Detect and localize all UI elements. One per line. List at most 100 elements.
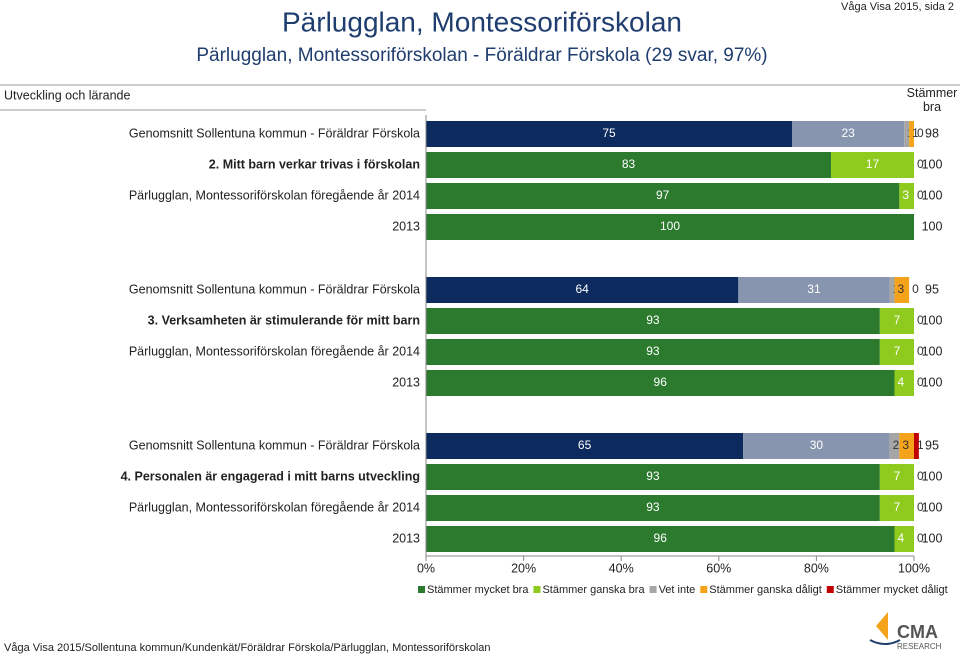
row-label: Genomsnitt Sollentuna kommun - Föräldrar… (129, 282, 420, 296)
value-label: 4 (897, 375, 904, 389)
value-label: 96 (654, 375, 668, 389)
legend-label: Stämmer mycket bra (427, 584, 529, 596)
right-value: 100 (922, 500, 943, 514)
right-value: 100 (922, 313, 943, 327)
right-value: 95 (925, 438, 939, 452)
right-value: 95 (925, 282, 939, 296)
footer: Våga Visa 2015/Sollentuna kommun/Kundenk… (4, 642, 491, 654)
value-label: 7 (894, 469, 901, 483)
bar-segment (899, 433, 914, 459)
bar-segment (879, 308, 914, 334)
x-tick-label: 80% (804, 561, 829, 575)
value-label: 97 (656, 188, 670, 202)
bar-segment (889, 277, 895, 303)
value-label: 83 (622, 157, 636, 171)
bar-segment (426, 339, 880, 365)
bar-segment (894, 526, 914, 552)
bar-segment (894, 370, 914, 396)
bar-segment (426, 370, 895, 396)
bar-segment (909, 121, 914, 147)
value-label: 0 (912, 282, 919, 296)
value-label: 93 (646, 313, 660, 327)
bar-segment (914, 433, 919, 459)
value-label: 0 (917, 157, 924, 171)
row-label: 2. Mitt barn verkar trivas i förskolan (209, 157, 420, 171)
value-label: 31 (807, 282, 821, 296)
bar-segment (792, 121, 905, 147)
bar-segment (426, 308, 880, 334)
bar-segment (426, 277, 739, 303)
value-label: 0 (917, 188, 924, 202)
value-label: 1 (917, 438, 924, 452)
bar-segment (904, 121, 910, 147)
row-label: Pärlugglan, Montessoriförskolan föregåen… (129, 188, 420, 202)
bar-segment (426, 183, 900, 209)
logo: CMA (897, 622, 938, 642)
legend-swatch (700, 586, 708, 593)
x-tick-label: 100% (898, 561, 930, 575)
value-label: 93 (646, 344, 660, 358)
bar-segment (426, 526, 895, 552)
legend-swatch (533, 586, 541, 593)
value-label: 7 (894, 313, 901, 327)
right-value: 100 (922, 157, 943, 171)
x-tick-label: 60% (706, 561, 731, 575)
bar-segment (426, 464, 880, 490)
bar-segment (738, 277, 890, 303)
value-label: 3 (897, 282, 904, 296)
right-value: 100 (922, 375, 943, 389)
right-value: 98 (925, 126, 939, 140)
value-label: 0 (917, 126, 924, 140)
value-label: 23 (841, 126, 855, 140)
value-label: 0 (917, 344, 924, 358)
value-label: 64 (575, 282, 589, 296)
bar-segment (899, 183, 914, 209)
bar-segment (426, 152, 832, 178)
value-label: 7 (894, 500, 901, 514)
right-value: 100 (922, 344, 943, 358)
right-column-title: Stämmer bra (907, 86, 958, 114)
bar-segment (889, 433, 900, 459)
bar-segment (879, 339, 914, 365)
value-label: 4 (897, 531, 904, 545)
title: Pärlugglan, Montessoriförskolan (282, 6, 682, 37)
row-label: Genomsnitt Sollentuna kommun - Föräldrar… (129, 438, 420, 452)
row-label: 4. Personalen är engagerad i mitt barns … (121, 469, 420, 483)
value-label: 0 (917, 219, 924, 233)
legend-swatch (649, 586, 657, 593)
section-label: Utveckling och lärande (4, 88, 131, 102)
row-label: Pärlugglan, Montessoriförskolan föregåen… (129, 500, 420, 514)
row-label: 2013 (392, 531, 420, 545)
legend-label: Vet inte (659, 584, 696, 596)
row-label: Pärlugglan, Montessoriförskolan föregåen… (129, 344, 420, 358)
value-label: 96 (654, 531, 668, 545)
logo-sail (876, 612, 888, 640)
value-label: 17 (866, 157, 880, 171)
value-label: 0 (917, 375, 924, 389)
value-label: 7 (894, 344, 901, 358)
x-tick-label: 20% (511, 561, 536, 575)
subtitle: Pärlugglan, Montessoriförskolan - Föräld… (196, 45, 767, 66)
logo-wave (869, 639, 901, 645)
logo-sub: RESEARCH (897, 642, 942, 651)
value-label: 1 (912, 126, 919, 140)
row-label: Genomsnitt Sollentuna kommun - Föräldrar… (129, 126, 420, 140)
page-ref: Våga Visa 2015, sida 2 (841, 1, 954, 13)
bar-segment (426, 121, 792, 147)
bar-segment (879, 464, 914, 490)
value-label: 2 (893, 438, 900, 452)
row-label: 2013 (392, 375, 420, 389)
legend-swatch (826, 586, 834, 593)
x-tick-label: 0% (417, 561, 435, 575)
value-label: 75 (602, 126, 616, 140)
x-tick-label: 40% (609, 561, 634, 575)
value-label: 0 (917, 313, 924, 327)
value-label: 65 (578, 438, 592, 452)
value-label: 30 (810, 438, 824, 452)
value-label: 93 (646, 500, 660, 514)
bar-segment (426, 433, 744, 459)
right-value: 100 (922, 531, 943, 545)
legend-label: Stämmer ganska dåligt (709, 584, 822, 596)
right-value: 100 (922, 188, 943, 202)
